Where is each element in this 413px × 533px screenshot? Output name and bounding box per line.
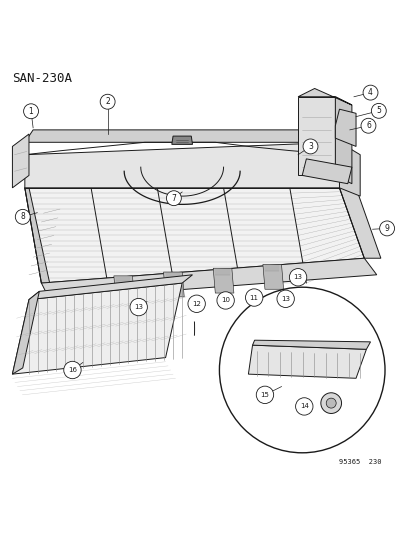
Circle shape (166, 191, 181, 206)
Text: SAN-230A: SAN-230A (12, 72, 72, 85)
Polygon shape (114, 276, 134, 301)
Polygon shape (335, 109, 355, 147)
Polygon shape (25, 142, 339, 188)
Polygon shape (25, 188, 50, 283)
Text: 1: 1 (28, 107, 33, 116)
Polygon shape (29, 275, 192, 300)
Circle shape (379, 221, 394, 236)
Circle shape (64, 361, 81, 378)
Polygon shape (339, 142, 359, 196)
Circle shape (320, 393, 341, 414)
Polygon shape (171, 136, 192, 144)
Circle shape (216, 292, 234, 309)
Text: 14: 14 (299, 403, 308, 409)
Polygon shape (339, 188, 380, 258)
Text: 11: 11 (249, 295, 258, 301)
Text: 12: 12 (192, 301, 201, 307)
Polygon shape (41, 258, 376, 300)
Text: 3: 3 (307, 142, 312, 151)
Polygon shape (297, 97, 335, 175)
Circle shape (219, 287, 384, 453)
Circle shape (370, 103, 385, 118)
Circle shape (289, 269, 306, 286)
Polygon shape (335, 97, 351, 184)
Circle shape (24, 104, 38, 119)
Text: 5: 5 (375, 107, 380, 115)
Text: 13: 13 (293, 274, 302, 280)
Circle shape (100, 94, 115, 109)
Circle shape (360, 118, 375, 133)
Text: 13: 13 (280, 296, 290, 302)
Text: 10: 10 (221, 297, 230, 303)
Polygon shape (297, 88, 351, 105)
Circle shape (256, 386, 273, 403)
Text: 7: 7 (171, 193, 176, 203)
Polygon shape (252, 340, 370, 349)
Text: 9: 9 (384, 224, 389, 233)
Polygon shape (25, 130, 347, 142)
Text: 13: 13 (134, 304, 143, 310)
Polygon shape (301, 159, 351, 184)
Polygon shape (213, 268, 233, 293)
Text: 2: 2 (105, 97, 110, 106)
Circle shape (276, 290, 294, 308)
Circle shape (325, 398, 335, 408)
Text: 4: 4 (367, 88, 372, 97)
Text: 6: 6 (365, 121, 370, 130)
Polygon shape (12, 283, 182, 374)
Circle shape (295, 398, 312, 415)
Circle shape (15, 209, 30, 224)
Text: 15: 15 (260, 392, 269, 398)
Text: 8: 8 (20, 212, 25, 221)
Text: 16: 16 (68, 367, 77, 373)
Polygon shape (262, 264, 283, 289)
Polygon shape (25, 188, 363, 283)
Polygon shape (248, 345, 366, 378)
Circle shape (188, 295, 205, 312)
Polygon shape (12, 292, 39, 374)
Text: 95365  230: 95365 230 (339, 459, 381, 465)
Circle shape (245, 289, 262, 306)
Circle shape (130, 298, 147, 316)
Circle shape (302, 139, 317, 154)
Circle shape (362, 85, 377, 100)
Polygon shape (163, 272, 184, 297)
Polygon shape (12, 134, 29, 188)
